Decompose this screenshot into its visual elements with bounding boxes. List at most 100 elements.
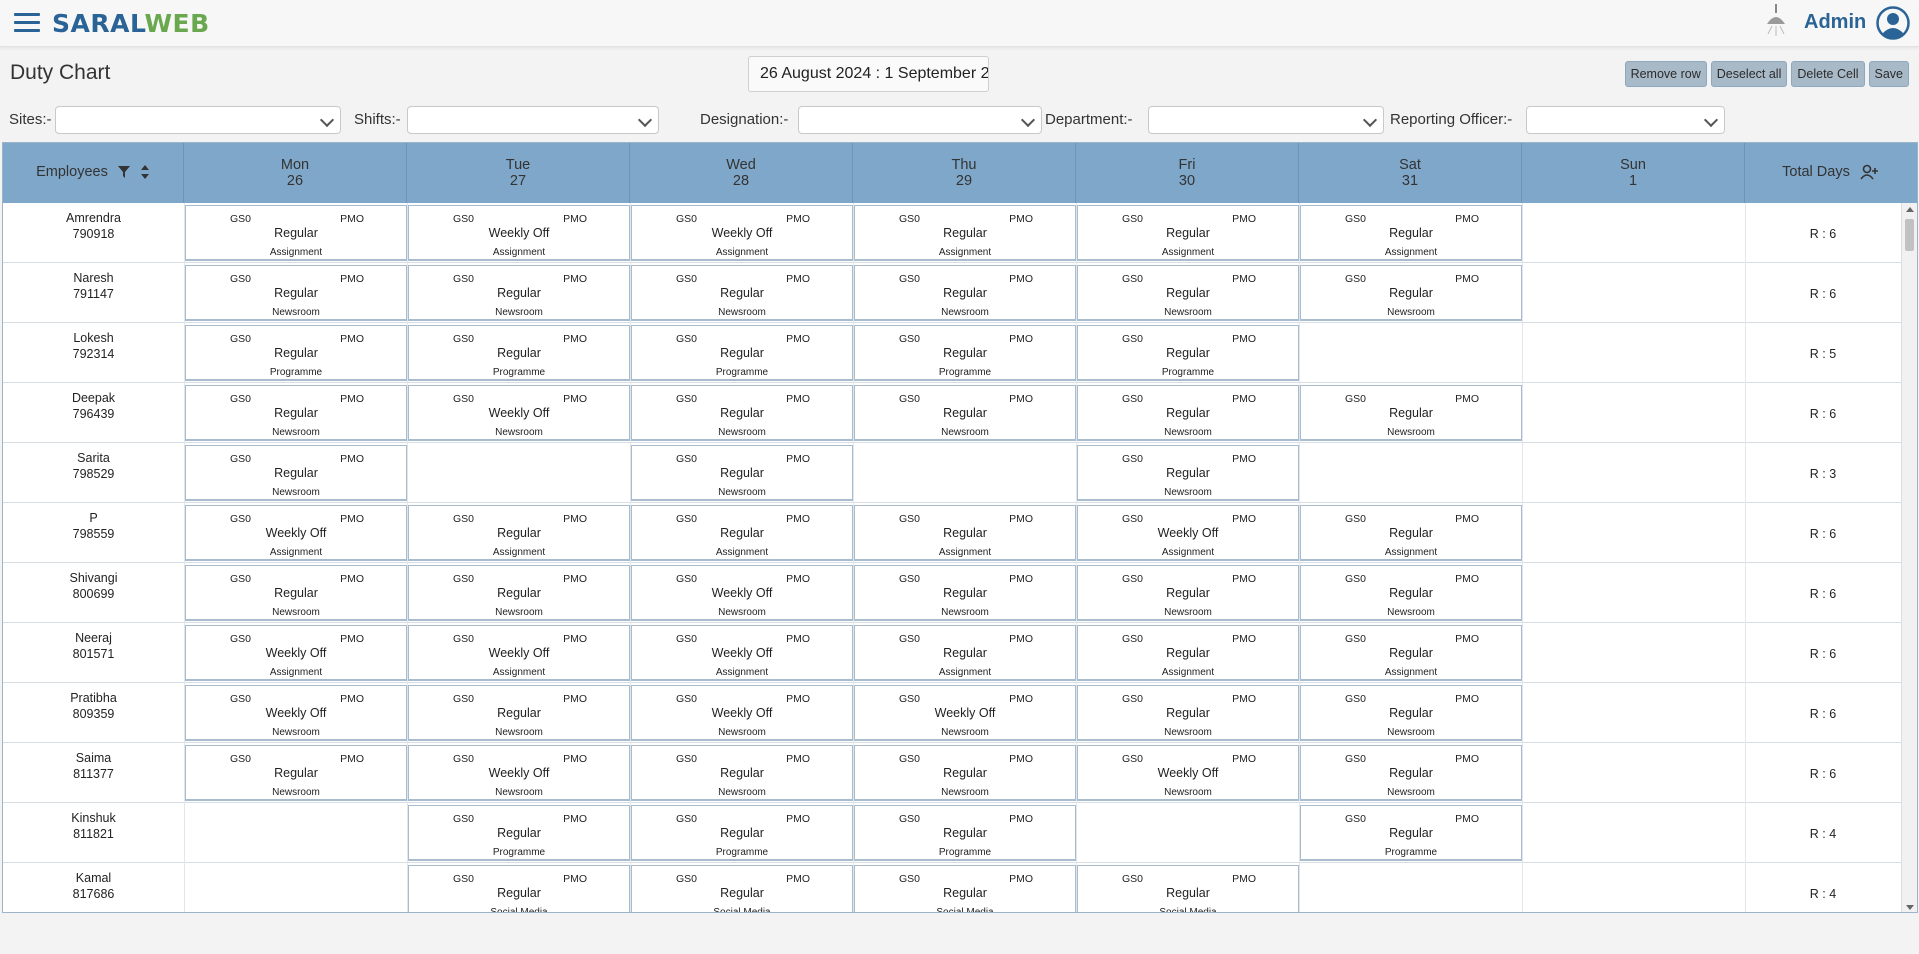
shift-assignment[interactable]: GS0 PMO Regular Programme	[408, 805, 630, 861]
shift-assignment[interactable]: GS0 PMO Regular Programme	[854, 805, 1076, 861]
hamburger-menu-icon[interactable]	[14, 11, 40, 35]
shift-assignment[interactable]: GS0 PMO Regular Newsroom	[185, 745, 407, 801]
day-cell-sat[interactable]: GS0 PMO Regular Programme	[1299, 803, 1522, 863]
day-cell-tue[interactable]: GS0 PMO Weekly Off Newsroom	[407, 383, 630, 443]
day-cell-tue[interactable]: GS0 PMO Weekly Off Assignment	[407, 623, 630, 683]
day-cell-thu[interactable]	[853, 443, 1076, 503]
shift-assignment[interactable]: GS0 PMO Regular Assignment	[185, 205, 407, 261]
day-cell-wed[interactable]: GS0 PMO Regular Newsroom	[630, 743, 853, 803]
day-cell-fri[interactable]: GS0 PMO Weekly Off Newsroom	[1076, 743, 1299, 803]
shift-assignment[interactable]: GS0 PMO Regular Newsroom	[408, 685, 630, 741]
employees-header[interactable]: Employees	[3, 143, 184, 203]
employee-cell[interactable]: Deepak 796439	[3, 383, 184, 443]
vertical-scrollbar[interactable]	[1901, 203, 1917, 912]
shift-assignment[interactable]: GS0 PMO Regular Programme	[854, 325, 1076, 381]
day-cell-tue[interactable]	[407, 443, 630, 503]
day-cell-fri[interactable]: GS0 PMO Regular Newsroom	[1076, 563, 1299, 623]
day-cell-sun[interactable]	[1522, 503, 1745, 563]
day-cell-mon[interactable]: GS0 PMO Regular Newsroom	[184, 263, 407, 323]
day-cell-thu[interactable]: GS0 PMO Regular Assignment	[853, 623, 1076, 683]
shift-assignment[interactable]: GS0 PMO Weekly Off Newsroom	[631, 685, 853, 741]
shift-assignment[interactable]: GS0 PMO Regular Programme	[185, 325, 407, 381]
shift-assignment[interactable]: GS0 PMO Weekly Off Newsroom	[631, 565, 853, 621]
shift-assignment[interactable]: GS0 PMO Regular Newsroom	[185, 265, 407, 321]
add-user-icon[interactable]	[1860, 164, 1880, 180]
shift-assignment[interactable]: GS0 PMO Regular Programme	[1077, 325, 1299, 381]
shift-assignment[interactable]: GS0 PMO Regular Newsroom	[408, 565, 630, 621]
shift-assignment[interactable]: GS0 PMO Regular Social Media	[631, 865, 853, 912]
table-row[interactable]: Kinshuk 811821 GS0 PMO Regular Programme GS0 PM…	[3, 803, 1901, 863]
day-cell-sat[interactable]: GS0 PMO Regular Newsroom	[1299, 743, 1522, 803]
user-circle-icon[interactable]	[1876, 6, 1910, 40]
day-cell-wed[interactable]: GS0 PMO Weekly Off Newsroom	[630, 563, 853, 623]
day-cell-mon[interactable]	[184, 803, 407, 863]
shift-assignment[interactable]: GS0 PMO Regular Newsroom	[1077, 445, 1299, 501]
shift-assignment[interactable]: GS0 PMO Regular Social Media	[854, 865, 1076, 912]
user-name[interactable]: Admin	[1804, 11, 1867, 33]
shift-assignment[interactable]: GS0 PMO Weekly Off Assignment	[631, 205, 853, 261]
day-cell-thu[interactable]: GS0 PMO Regular Newsroom	[853, 263, 1076, 323]
shift-assignment[interactable]: GS0 PMO Regular Newsroom	[1077, 385, 1299, 441]
day-cell-sat[interactable]	[1299, 443, 1522, 503]
day-cell-wed[interactable]: GS0 PMO Regular Assignment	[630, 503, 853, 563]
shift-assignment[interactable]: GS0 PMO Regular Assignment	[408, 505, 630, 561]
shift-assignment[interactable]: GS0 PMO Regular Assignment	[854, 625, 1076, 681]
employee-cell[interactable]: Kamal 817686	[3, 863, 184, 912]
app-logo[interactable]: SARALWEB	[52, 9, 210, 38]
employee-cell[interactable]: Shivangi 800699	[3, 563, 184, 623]
shift-assignment[interactable]: GS0 PMO Regular Newsroom	[631, 385, 853, 441]
shift-assignment[interactable]: GS0 PMO Weekly Off Assignment	[408, 625, 630, 681]
day-cell-sat[interactable]: GS0 PMO Regular Assignment	[1299, 203, 1522, 263]
day-cell-sat[interactable]: GS0 PMO Regular Newsroom	[1299, 563, 1522, 623]
shift-assignment[interactable]: GS0 PMO Regular Newsroom	[631, 745, 853, 801]
shift-assignment[interactable]: GS0 PMO Weekly Off Newsroom	[854, 685, 1076, 741]
shift-assignment[interactable]: GS0 PMO Regular Newsroom	[1077, 685, 1299, 741]
shift-assignment[interactable]: GS0 PMO Regular Assignment	[1077, 205, 1299, 261]
day-cell-tue[interactable]: GS0 PMO Regular Social Media	[407, 863, 630, 912]
shift-assignment[interactable]: GS0 PMO Regular Newsroom	[854, 745, 1076, 801]
day-cell-mon[interactable]: GS0 PMO Regular Newsroom	[184, 383, 407, 443]
department-select[interactable]	[1148, 106, 1384, 134]
day-cell-sat[interactable]	[1299, 863, 1522, 912]
shift-assignment[interactable]: GS0 PMO Weekly Off Assignment	[631, 625, 853, 681]
day-cell-sun[interactable]	[1522, 743, 1745, 803]
day-cell-sun[interactable]	[1522, 203, 1745, 263]
day-cell-tue[interactable]: GS0 PMO Regular Programme	[407, 323, 630, 383]
day-cell-sat[interactable]: GS0 PMO Regular Newsroom	[1299, 383, 1522, 443]
day-cell-fri[interactable]: GS0 PMO Regular Assignment	[1076, 203, 1299, 263]
shift-assignment[interactable]: GS0 PMO Weekly Off Assignment	[408, 205, 630, 261]
day-cell-wed[interactable]: GS0 PMO Regular Newsroom	[630, 383, 853, 443]
day-cell-thu[interactable]: GS0 PMO Regular Newsroom	[853, 383, 1076, 443]
shift-assignment[interactable]: GS0 PMO Regular Newsroom	[854, 265, 1076, 321]
day-cell-mon[interactable]: GS0 PMO Regular Newsroom	[184, 743, 407, 803]
day-cell-fri[interactable]: GS0 PMO Weekly Off Assignment	[1076, 503, 1299, 563]
reporting-officer-select[interactable]	[1526, 106, 1725, 134]
deselect-all-button[interactable]: Deselect all	[1710, 61, 1788, 87]
day-cell-wed[interactable]: GS0 PMO Weekly Off Assignment	[630, 203, 853, 263]
day-cell-tue[interactable]: GS0 PMO Regular Newsroom	[407, 563, 630, 623]
table-row[interactable]: Amrendra 790918 GS0 PMO Regular Assignment GS0…	[3, 203, 1901, 263]
day-cell-mon[interactable]	[184, 863, 407, 912]
day-cell-wed[interactable]: GS0 PMO Regular Programme	[630, 323, 853, 383]
shift-assignment[interactable]: GS0 PMO Weekly Off Newsroom	[408, 385, 630, 441]
table-row[interactable]: Sarita 798529 GS0 PMO Regular Newsroom GS0 PMO R…	[3, 443, 1901, 503]
shift-assignment[interactable]: GS0 PMO Regular Programme	[408, 325, 630, 381]
employee-cell[interactable]: Saima 811377	[3, 743, 184, 803]
table-row[interactable]: Naresh 791147 GS0 PMO Regular Newsroom GS0 PMO R…	[3, 263, 1901, 323]
day-cell-mon[interactable]: GS0 PMO Regular Newsroom	[184, 443, 407, 503]
remove-row-button[interactable]: Remove row	[1624, 61, 1707, 87]
delete-cell-button[interactable]: Delete Cell	[1791, 61, 1865, 87]
designation-select[interactable]	[798, 106, 1042, 134]
day-cell-sun[interactable]	[1522, 803, 1745, 863]
day-cell-tue[interactable]: GS0 PMO Regular Newsroom	[407, 263, 630, 323]
employee-cell[interactable]: Amrendra 790918	[3, 203, 184, 263]
day-cell-thu[interactable]: GS0 PMO Regular Newsroom	[853, 743, 1076, 803]
day-cell-sun[interactable]	[1522, 683, 1745, 743]
day-cell-mon[interactable]: GS0 PMO Weekly Off Assignment	[184, 503, 407, 563]
day-cell-mon[interactable]: GS0 PMO Regular Newsroom	[184, 563, 407, 623]
table-row[interactable]: Lokesh 792314 GS0 PMO Regular Programme GS0 PMO…	[3, 323, 1901, 383]
day-cell-wed[interactable]: GS0 PMO Regular Newsroom	[630, 443, 853, 503]
table-row[interactable]: Neeraj 801571 GS0 PMO Weekly Off Assignment GS…	[3, 623, 1901, 683]
shift-assignment[interactable]: GS0 PMO Weekly Off Newsroom	[1077, 745, 1299, 801]
lamp-icon[interactable]	[1762, 4, 1790, 38]
